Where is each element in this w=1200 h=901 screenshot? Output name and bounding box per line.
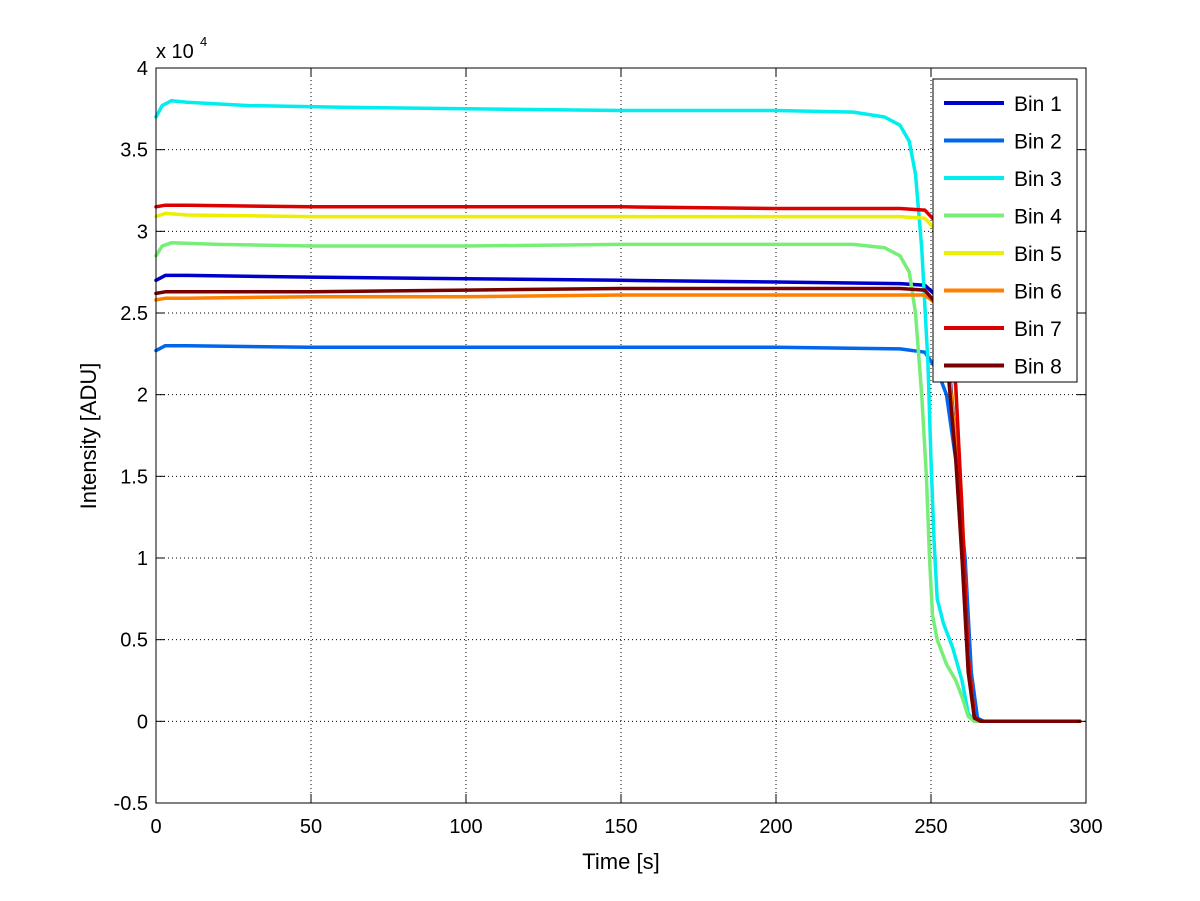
y-multiplier-label: x 10 bbox=[156, 41, 194, 63]
legend-item-bin-7: Bin 7 bbox=[944, 318, 1062, 341]
y-tick-labels: -0.5 0 0.5 1 1.5 2 2.5 3 3.5 4 bbox=[114, 58, 148, 815]
legend-label: Bin 1 bbox=[1014, 93, 1062, 116]
y-tick-label: 2 bbox=[137, 385, 148, 407]
y-tick-label: 2.5 bbox=[120, 303, 148, 325]
legend-item-bin-5: Bin 5 bbox=[944, 243, 1062, 266]
y-tick-label: -0.5 bbox=[114, 793, 148, 815]
series-line-bin-4 bbox=[154, 241, 1082, 724]
y-tick-label: 3 bbox=[137, 221, 148, 243]
x-tick-label: 300 bbox=[1069, 816, 1102, 838]
legend-item-bin-4: Bin 4 bbox=[944, 206, 1062, 229]
x-axis-label: Time [s] bbox=[582, 849, 659, 874]
legend-item-bin-6: Bin 6 bbox=[944, 281, 1062, 304]
series-line-bin-2 bbox=[154, 343, 1082, 724]
legend-item-bin-1: Bin 1 bbox=[944, 93, 1062, 116]
legend-label: Bin 4 bbox=[1014, 206, 1062, 229]
y-tick-label: 3.5 bbox=[120, 140, 148, 162]
y-tick-label: 0 bbox=[137, 711, 148, 733]
legend-label: Bin 5 bbox=[1014, 243, 1062, 266]
legend-item-bin-2: Bin 2 bbox=[944, 131, 1062, 154]
series-line-bin-8 bbox=[154, 286, 1082, 724]
tick-marks bbox=[155, 67, 1087, 804]
x-tick-label: 200 bbox=[759, 816, 792, 838]
series-lines bbox=[154, 98, 1082, 724]
x-tick-label: 100 bbox=[449, 816, 482, 838]
y-tick-label: 1.5 bbox=[120, 466, 148, 488]
legend-label: Bin 2 bbox=[1014, 131, 1062, 154]
legend-label: Bin 8 bbox=[1014, 356, 1062, 379]
x-tick-label: 0 bbox=[150, 816, 161, 838]
x-tick-labels: 0 50 100 150 200 250 300 bbox=[150, 816, 1102, 838]
legend-items: Bin 1 Bin 2 Bin 3 Bin 4 Bin 5 Bin 6 Bin 7 Bin 8 bbox=[944, 93, 1062, 379]
legend-item-bin-3: Bin 3 bbox=[944, 168, 1062, 191]
plot-area: 0 50 100 150 200 250 300 -0.500.511.522.533.54 bbox=[114, 58, 1103, 838]
legend: Bin 1 Bin 2 Bin 3 Bin 4 Bin 5 Bin 6 Bin 7 Bin 8 bbox=[932, 78, 1078, 383]
x-tick-label: 50 bbox=[300, 816, 322, 838]
x-tick-label: 250 bbox=[914, 816, 947, 838]
legend-label: Bin 3 bbox=[1014, 168, 1062, 191]
y-multiplier-exponent: 4 bbox=[200, 34, 207, 49]
y-axis-label: Intensity [ADU] bbox=[76, 363, 101, 510]
x-tick-label: 150 bbox=[604, 816, 637, 838]
grid-lines bbox=[156, 68, 1086, 803]
y-tick-label: 1 bbox=[137, 548, 148, 570]
legend-label: Bin 6 bbox=[1014, 281, 1062, 304]
series-line-bin-3 bbox=[154, 98, 1082, 724]
legend-item-bin-8: Bin 8 bbox=[944, 356, 1062, 379]
y-tick-label: 0.5 bbox=[120, 630, 148, 652]
y-tick-label: 4 bbox=[137, 58, 148, 80]
legend-label: Bin 7 bbox=[1014, 318, 1062, 341]
legend-box bbox=[932, 78, 1078, 383]
